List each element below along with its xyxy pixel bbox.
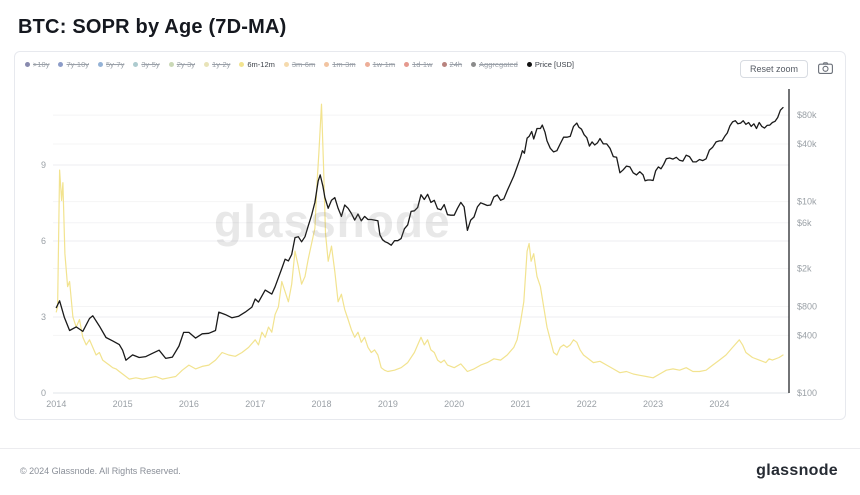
toolbar-right: Reset zoom bbox=[739, 60, 835, 78]
legend-dot bbox=[98, 62, 103, 67]
legend-item-1m-3m[interactable]: 1m-3m bbox=[324, 60, 356, 69]
x-tick: 2021 bbox=[510, 399, 530, 409]
x-tick: 2018 bbox=[312, 399, 332, 409]
chart-plot[interactable]: 0 3 6 9 $80k $40k $10k $6k $2k $800 $400 $100 2014 20… bbox=[23, 81, 835, 415]
legend-label: 7y-10y bbox=[66, 60, 89, 69]
legend-dot bbox=[168, 62, 174, 67]
y-right-tick: $2k bbox=[797, 263, 812, 273]
glassnode-logo: glassnode bbox=[756, 462, 838, 479]
legend-label: 1m-3m bbox=[332, 60, 356, 69]
legend-label: 2y-3y bbox=[176, 60, 196, 69]
y-right-tick: $40k bbox=[797, 139, 817, 149]
camera-button[interactable] bbox=[816, 61, 835, 77]
x-tick: 2014 bbox=[46, 399, 66, 409]
copyright-text: © 2024 Glassnode. All Rights Reserved. bbox=[20, 466, 181, 476]
legend-dot bbox=[25, 62, 30, 67]
x-tick: 2019 bbox=[378, 399, 398, 409]
legend-label: 6m-12m bbox=[247, 60, 275, 69]
legend-label: 5y-7y bbox=[106, 60, 125, 69]
legend-label: 1w-1m bbox=[372, 60, 396, 69]
y-right-tick: $100 bbox=[797, 388, 817, 398]
legend-item-1w-1m[interactable]: 1w-1m bbox=[364, 60, 396, 69]
y-left-tick: 0 bbox=[41, 388, 46, 398]
legend-item-3m-6m[interactable]: 3m-6m bbox=[283, 60, 316, 69]
legend-item-6m-12m[interactable]: 6m-12m bbox=[239, 60, 275, 69]
x-tick: 2023 bbox=[643, 399, 663, 409]
x-tick: 2022 bbox=[577, 399, 597, 409]
x-tick: 2020 bbox=[444, 399, 464, 409]
legend-item-aggregated[interactable]: Aggregated bbox=[471, 60, 518, 69]
series-6m-12m bbox=[55, 103, 784, 380]
x-tick: 2016 bbox=[179, 399, 199, 409]
legend-item-3y-5y[interactable]: 3y-5y bbox=[133, 60, 160, 69]
legend-item-price-usd[interactable]: Price [USD] bbox=[526, 60, 575, 69]
legend-dot bbox=[324, 62, 330, 67]
x-tick: 2017 bbox=[245, 399, 265, 409]
y-right-tick: $400 bbox=[797, 330, 817, 340]
camera-icon bbox=[818, 61, 833, 77]
y-right-tick: $800 bbox=[797, 302, 817, 312]
y-right-tick: $10k bbox=[797, 197, 817, 207]
legend-item-10y[interactable]: >10y bbox=[25, 60, 49, 69]
legend-item-2y-3y[interactable]: 2y-3y bbox=[168, 60, 196, 69]
series-price-usd bbox=[55, 106, 784, 361]
legend-item-1d-1w[interactable]: 1d-1w bbox=[404, 60, 433, 69]
legend-item-1y-2y[interactable]: 1y-2y bbox=[204, 60, 230, 69]
legend-dot bbox=[239, 62, 245, 67]
legend-dot bbox=[58, 62, 64, 67]
legend-label: Aggregated bbox=[479, 60, 518, 69]
legend-label: >10y bbox=[33, 60, 50, 69]
x-tick: 2015 bbox=[113, 399, 133, 409]
page-footer: © 2024 Glassnode. All Rights Reserved. g… bbox=[0, 448, 860, 495]
y-left-tick: 9 bbox=[41, 160, 46, 170]
y-right-tick: $6k bbox=[797, 218, 812, 228]
legend-item-5y-7y[interactable]: 5y-7y bbox=[98, 60, 124, 69]
legend-dot bbox=[133, 62, 139, 67]
legend-label: 1d-1w bbox=[412, 60, 433, 69]
legend-label: 3y-5y bbox=[141, 60, 160, 69]
legend-dot bbox=[204, 62, 210, 67]
legend-dot bbox=[526, 62, 532, 67]
legend-label: Price [USD] bbox=[534, 60, 575, 69]
legend-item-24h[interactable]: 24h bbox=[441, 60, 463, 69]
y-left-tick: 3 bbox=[41, 312, 46, 322]
legend-dot bbox=[441, 62, 447, 67]
y-left-tick: 6 bbox=[41, 236, 46, 246]
chart-toolbar: >10y 7y-10y 5y-7y 3y-5y 2y-3y 1y-2y 6m-12m 3m-6… bbox=[23, 59, 837, 81]
legend-dot bbox=[404, 62, 410, 67]
chart-card: >10y 7y-10y 5y-7y 3y-5y 2y-3y 1y-2y 6m-12m 3m-6… bbox=[14, 51, 846, 420]
plot-area: glassnode 0 3 6 9 $80k $40k $10k $6k $2k $800 $400… bbox=[23, 81, 837, 415]
legend: >10y 7y-10y 5y-7y 3y-5y 2y-3y 1y-2y 6m-12m 3m-6… bbox=[25, 60, 574, 69]
reset-zoom-button[interactable]: Reset zoom bbox=[739, 60, 808, 78]
legend-dot bbox=[283, 62, 289, 67]
legend-label: 24h bbox=[449, 60, 463, 69]
legend-dot bbox=[471, 62, 477, 67]
legend-label: 1y-2y bbox=[212, 60, 231, 69]
y-right-tick: $80k bbox=[797, 110, 817, 120]
x-tick: 2024 bbox=[709, 399, 729, 409]
page-title: BTC: SOPR by Age (7D-MA) bbox=[18, 16, 287, 38]
legend-dot bbox=[364, 62, 370, 67]
legend-item-7y-10y[interactable]: 7y-10y bbox=[58, 60, 89, 69]
legend-label: 3m-6m bbox=[291, 60, 316, 69]
